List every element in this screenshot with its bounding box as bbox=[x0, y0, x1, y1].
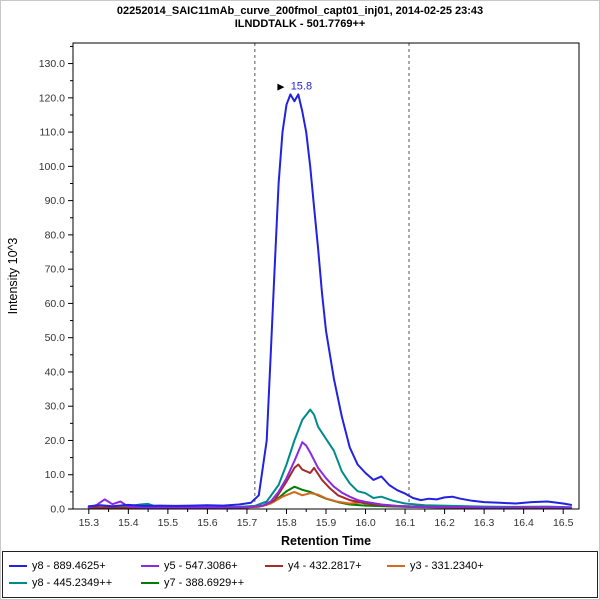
series-line-y8[interactable] bbox=[87, 93, 573, 508]
chromatogram-plot[interactable]: 0.0 10.0 20.0 30.0 40.0 50.0 60.0 70.0 80.0 90.0 1… bbox=[1, 29, 600, 549]
legend-label: y8 - 889.4625+ bbox=[32, 560, 106, 572]
legend: y8 - 889.4625+ y5 - 547.3086+ y4 - 432.281… bbox=[2, 551, 598, 598]
legend-item-0: y8 - 889.4625+ bbox=[9, 560, 141, 572]
x-tick-label: 16.1 bbox=[395, 517, 416, 529]
x-tick-label: 15.4 bbox=[118, 517, 139, 529]
x-tick-label: 15.3 bbox=[79, 517, 100, 529]
y-tick-label: 80.0 bbox=[45, 229, 66, 241]
y-tick-label: 90.0 bbox=[45, 195, 66, 207]
y-tick-label: 70.0 bbox=[45, 264, 66, 276]
x-tick-label: 15.7 bbox=[237, 517, 258, 529]
legend-label: y5 - 547.3086+ bbox=[164, 560, 238, 572]
y-tick-label: 60.0 bbox=[45, 298, 66, 310]
y-tick-label: 130.0 bbox=[39, 58, 65, 70]
legend-label: y8 - 445.2349++ bbox=[32, 577, 113, 589]
legend-swatch-icon bbox=[9, 582, 27, 584]
y-axis-title: Intensity 10^3 bbox=[6, 238, 20, 315]
y-tick-label: 10.0 bbox=[45, 469, 66, 481]
x-tick-label: 15.6 bbox=[197, 517, 218, 529]
y-tick-label: 120.0 bbox=[39, 92, 65, 104]
x-tick-label: 16.4 bbox=[513, 517, 534, 529]
series-line-y5[interactable] bbox=[87, 441, 573, 509]
x-tick-label: 15.8 bbox=[276, 517, 297, 529]
x-tick-label: 16.3 bbox=[474, 517, 495, 529]
chart-title: 02252014_SAIC11mAb_curve_200fmol_capt01_… bbox=[116, 5, 484, 17]
legend-swatch-icon bbox=[9, 565, 27, 567]
legend-swatch-icon bbox=[141, 565, 159, 567]
legend-item-2: y4 - 432.2817+ bbox=[265, 560, 387, 572]
legend-item-3: y3 - 331.2340+ bbox=[387, 560, 591, 572]
legend-item-4: y8 - 445.2349++ bbox=[9, 577, 141, 589]
plot-background bbox=[73, 43, 579, 509]
y-tick-label: 0.0 bbox=[50, 504, 65, 516]
y-tick-label: 40.0 bbox=[45, 366, 66, 378]
peak-apex-marker[interactable] bbox=[277, 83, 285, 91]
legend-item-5: y7 - 388.6929++ bbox=[141, 577, 265, 589]
legend-swatch-icon bbox=[265, 565, 283, 567]
y-tick-label: 30.0 bbox=[45, 401, 66, 413]
legend-label: y4 - 432.2817+ bbox=[288, 560, 362, 572]
x-tick-label: 16.0 bbox=[355, 517, 376, 529]
chart-subtitle: ILNDDTALK - 501.7769++ bbox=[234, 18, 366, 30]
peak-rt-annotation: 15.8 bbox=[291, 81, 312, 93]
x-tick-label: 15.5 bbox=[158, 517, 179, 529]
x-tick-label: 15.9 bbox=[316, 517, 337, 529]
y-tick-label: 20.0 bbox=[45, 435, 66, 447]
x-axis-title: Retention Time bbox=[281, 534, 371, 548]
y-tick-label: 110.0 bbox=[40, 127, 66, 139]
y-tick-label: 50.0 bbox=[45, 332, 66, 344]
legend-swatch-icon bbox=[141, 582, 159, 584]
legend-label: y3 - 331.2340+ bbox=[410, 560, 484, 572]
x-tick-label: 16.2 bbox=[434, 517, 455, 529]
legend-label: y7 - 388.6929++ bbox=[164, 577, 245, 589]
plot-border bbox=[72, 42, 580, 510]
y-tick-label: 100.0 bbox=[39, 161, 65, 173]
x-tick-label: 16.5 bbox=[553, 517, 574, 529]
legend-item-1: y5 - 547.3086+ bbox=[141, 560, 265, 572]
legend-swatch-icon bbox=[387, 565, 405, 567]
